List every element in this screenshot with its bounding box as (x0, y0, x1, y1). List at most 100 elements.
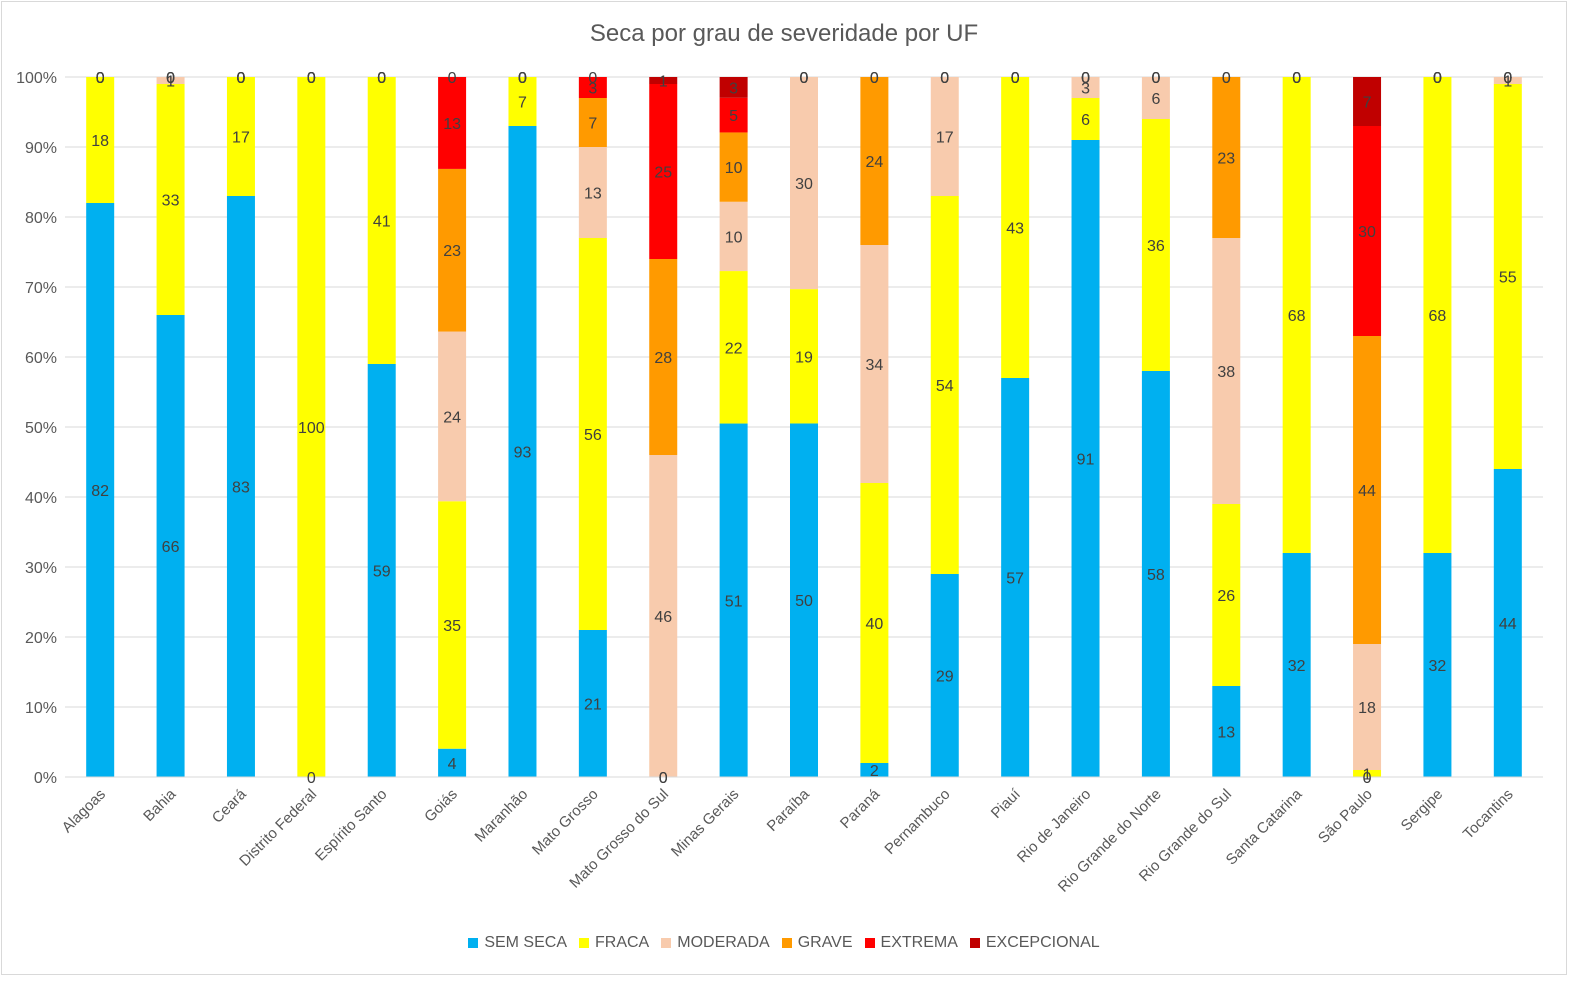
bar-segment (438, 168, 467, 332)
data-label: 0 (659, 770, 668, 787)
bar-segment (1212, 686, 1241, 777)
data-label: 41 (373, 214, 391, 231)
data-label: 30 (1358, 224, 1376, 241)
bar-segment (790, 423, 818, 777)
data-label: 0 (236, 70, 245, 87)
data-label: 0 (166, 70, 175, 87)
data-label: 50 (795, 593, 813, 610)
x-tick-label: Mato Grosso (529, 786, 602, 859)
y-tick-label: 30% (25, 560, 57, 577)
data-label: 0 (518, 70, 527, 87)
data-label: 36 (1147, 238, 1165, 255)
data-label: 0 (1011, 70, 1020, 87)
bar-segment (578, 238, 607, 630)
bar-segment (1001, 378, 1030, 777)
legend-item: GRAVE (781, 934, 853, 952)
data-label: 3 (729, 80, 738, 97)
data-label: 10 (725, 160, 743, 177)
bar-segment (367, 364, 396, 777)
data-label: 59 (373, 564, 391, 581)
data-label: 0 (1011, 70, 1020, 87)
data-label: 6 (1151, 91, 1160, 108)
bar-segment (226, 196, 255, 777)
y-tick-label: 40% (25, 490, 57, 507)
data-label: 0 (940, 70, 949, 87)
data-label: 0 (1433, 70, 1442, 87)
bar-segment (860, 763, 889, 777)
x-tick-label: Maranhão (472, 786, 532, 846)
legend-label: EXTREMA (880, 934, 958, 951)
data-label: 0 (1292, 70, 1301, 87)
legend-swatch (781, 938, 792, 948)
data-label: 55 (1499, 270, 1517, 287)
bar-segment (1212, 77, 1241, 238)
bar-segment (438, 501, 467, 749)
data-label: 0 (1292, 70, 1301, 87)
data-label: 0 (940, 70, 949, 87)
bar-segment (578, 630, 607, 777)
data-label: 13 (443, 116, 461, 133)
bar-segment (649, 84, 678, 259)
bar-segment (438, 77, 467, 169)
data-label: 91 (1077, 452, 1095, 469)
data-label: 0 (236, 70, 245, 87)
x-tick-label: Sergipe (1398, 786, 1447, 835)
x-tick-label: Espírito Santo (312, 786, 391, 865)
data-label: 0 (1081, 70, 1090, 87)
data-label: 0 (588, 70, 597, 87)
data-label: 0 (518, 70, 527, 87)
x-tick-label: Tocantins (1460, 786, 1517, 843)
data-label: 24 (443, 409, 461, 426)
legend-swatch (468, 938, 479, 948)
bar-segment (930, 196, 959, 574)
legend: SEM SECA FRACA MODERADA GRAVE EXTREMA EXCEPCI… (0, 934, 1568, 952)
data-label: 0 (96, 70, 105, 87)
legend-item: EXCEPCIONAL (969, 934, 1100, 952)
bar-segment (156, 84, 185, 315)
data-label: 0 (800, 70, 809, 87)
bar-segment (1353, 644, 1382, 770)
legend-label: FRACA (595, 934, 650, 951)
data-label: 0 (96, 70, 105, 87)
data-label: 21 (584, 697, 602, 714)
legend-swatch (969, 938, 980, 948)
bar-segment (508, 126, 537, 777)
bar-segment (1001, 77, 1030, 378)
data-label: 0 (307, 70, 316, 87)
legend-item: SEM SECA (468, 934, 567, 952)
bar-segment (719, 423, 748, 777)
data-label: 13 (1217, 725, 1235, 742)
bar-segment (578, 77, 607, 98)
data-label: 10 (725, 229, 743, 246)
legend-item: MODERADA (661, 934, 770, 952)
bar-segment (1353, 126, 1382, 336)
bar-segment (1141, 77, 1170, 119)
data-label: 0 (96, 70, 105, 87)
legend-swatch (864, 938, 875, 948)
data-label: 0 (800, 70, 809, 87)
bar-segment (1212, 504, 1241, 686)
data-label: 29 (936, 669, 954, 686)
data-label: 18 (1358, 700, 1376, 717)
data-label: 1 (166, 74, 175, 91)
data-label: 33 (162, 193, 180, 210)
data-label: 1 (659, 74, 668, 91)
data-label: 51 (725, 593, 743, 610)
data-label: 3 (588, 81, 597, 98)
data-label: 0 (1011, 70, 1020, 87)
bar-segment (156, 77, 185, 84)
legend-swatch (579, 938, 589, 948)
legend-label: SEM SECA (484, 934, 567, 951)
data-label: 32 (1429, 658, 1447, 675)
bar-segment (1423, 553, 1452, 777)
bar-segment (1353, 336, 1382, 644)
x-tick-label: Pernambuco (881, 786, 953, 858)
data-label: 0 (166, 70, 175, 87)
data-label: 0 (1363, 770, 1372, 787)
y-tick-label: 80% (25, 210, 57, 227)
y-tick-label: 100% (16, 70, 57, 87)
bar-segment (297, 77, 326, 777)
y-tick-label: 0% (34, 770, 57, 787)
data-label: 0 (870, 70, 879, 87)
data-label: 7 (518, 95, 527, 112)
